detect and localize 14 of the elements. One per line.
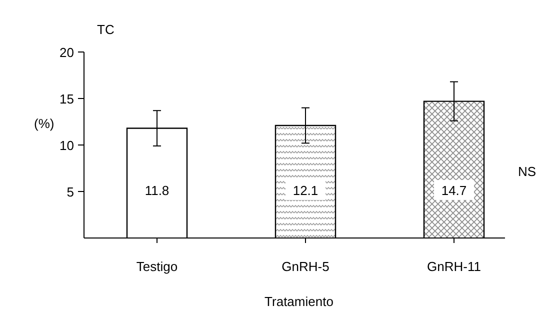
- x-tick-label: GnRH-5: [282, 259, 330, 274]
- data-label: 14.7: [441, 183, 467, 198]
- text: NS: [518, 164, 536, 179]
- y-tick-label: 5: [66, 184, 74, 200]
- y-tick-label: 15: [60, 92, 74, 106]
- chart-title: TC: [97, 22, 114, 37]
- x-tick-label: Testigo: [136, 259, 178, 274]
- y-tick-label: 20: [60, 45, 74, 60]
- x-tick-label: GnRH-11: [427, 259, 481, 274]
- y-tick-label: 10: [60, 138, 74, 153]
- x-axis-title: Tratamiento: [264, 294, 334, 309]
- data-label: 12.1: [292, 183, 318, 198]
- data-label: 11.8: [144, 183, 170, 198]
- y-axis-title: (%): [34, 116, 54, 131]
